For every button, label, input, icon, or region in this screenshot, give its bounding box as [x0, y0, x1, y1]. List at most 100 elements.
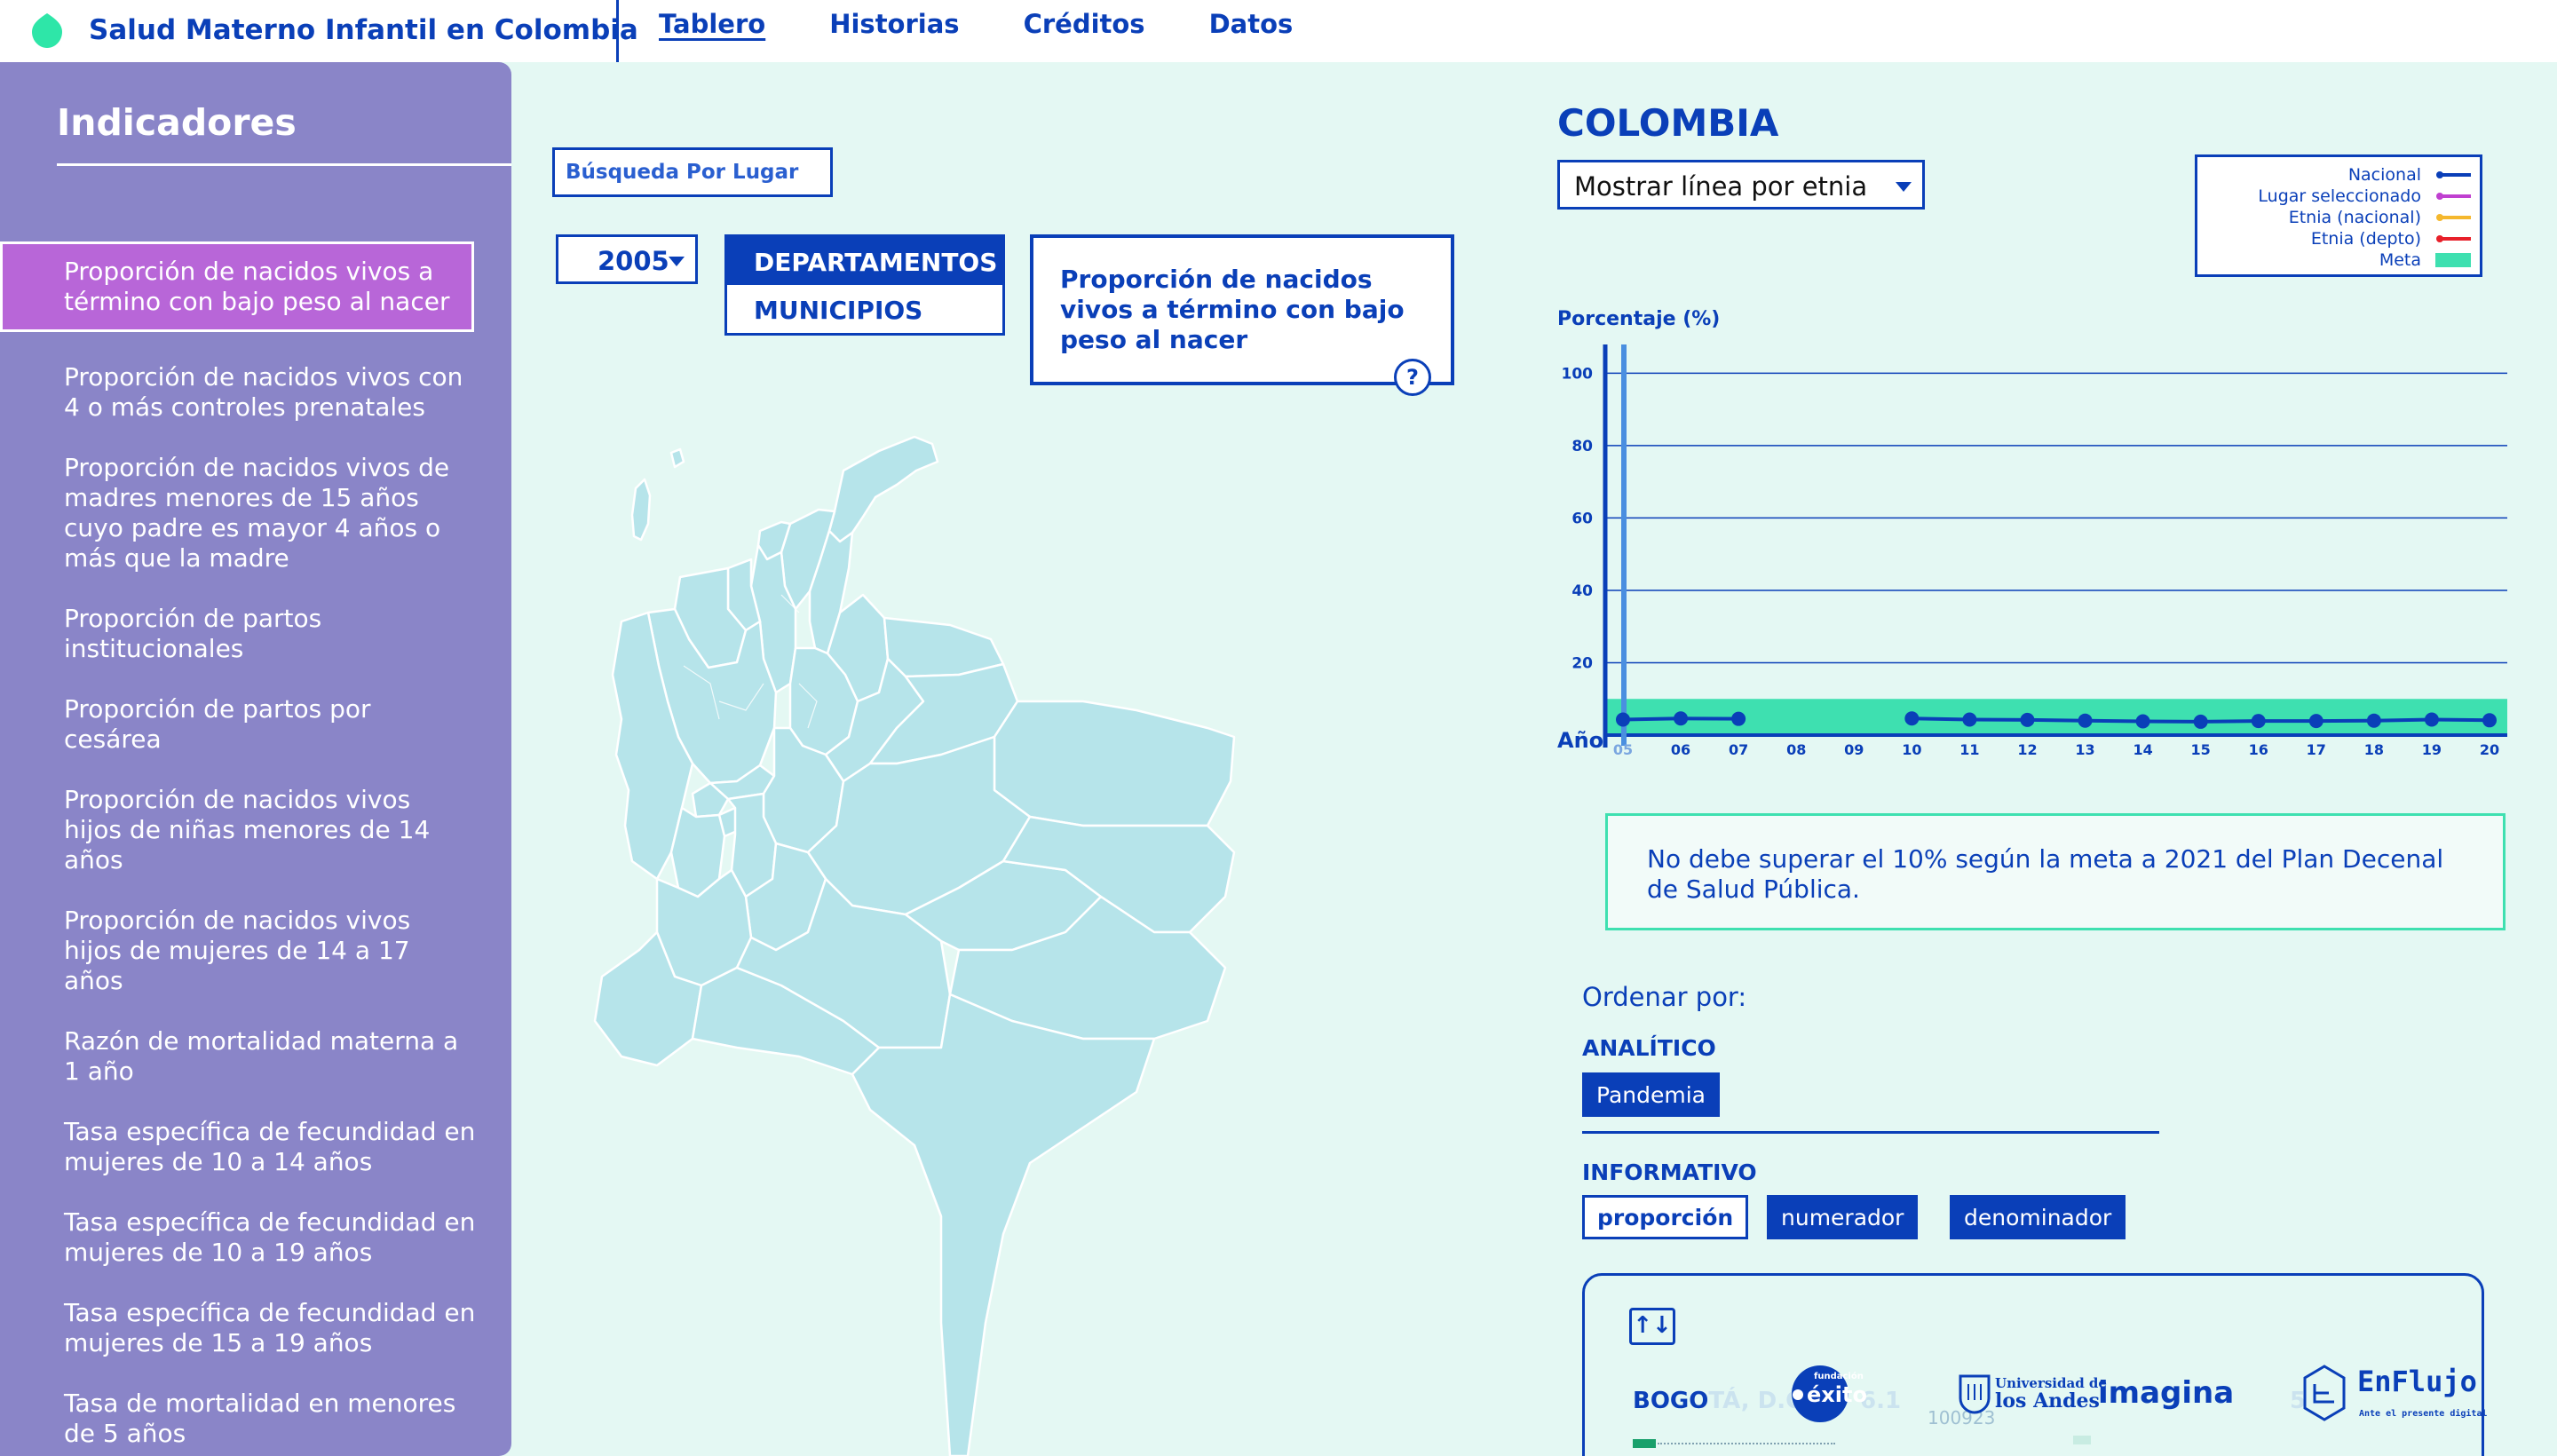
data-point [2135, 714, 2150, 729]
map-caqueta [735, 877, 952, 1049]
map-vichada [993, 700, 1236, 827]
colombia-map[interactable] [586, 435, 1403, 1456]
map-providencia [669, 447, 685, 469]
indicator-item[interactable]: Proporción de nacidos vivos hijos de muj… [64, 906, 411, 995]
data-point [1616, 712, 1630, 727]
uniandes-line1: Universidad de [1995, 1375, 2107, 1391]
x-tick-label: 20 [2480, 741, 2499, 758]
x-tick-label: 17 [2307, 741, 2326, 758]
chevron-down-icon [669, 257, 685, 266]
sort-by-label: Ordenar por: [1582, 982, 1747, 1012]
nav-datos[interactable]: Datos [1208, 9, 1294, 39]
legend-item-etnia-nacional: Etnia (nacional) [2197, 207, 2471, 228]
legend-item-nacional: Nacional [2197, 164, 2471, 186]
enflujo-hex-icon [2303, 1365, 2346, 1421]
section-divider [1582, 1131, 2159, 1134]
data-point [2193, 714, 2208, 729]
y-tick-label: 40 [1571, 582, 1593, 600]
ranking-dotted-line [1658, 1443, 1835, 1444]
nav-tablero[interactable]: Tablero [659, 9, 766, 39]
data-point [1674, 711, 1689, 726]
x-tick-label: 15 [2191, 741, 2211, 758]
chart-legend: Nacional Lugar seleccionado Etnia (nacio… [2195, 154, 2482, 277]
x-tick-label: 16 [2249, 741, 2268, 758]
indicators-sidebar: Indicadores Proporción de nacidos vivos … [0, 62, 511, 1456]
sort-denominador-button[interactable]: denominador [1950, 1195, 2126, 1239]
data-point [1904, 711, 1920, 726]
indicator-item[interactable]: Tasa específica de fecundidad en mujeres… [64, 1117, 476, 1176]
indicator-item[interactable]: Razón de mortalidad materna a 1 año [64, 1026, 459, 1086]
map-amazonas [851, 993, 1156, 1456]
fundacion-exito-logo: fundación éxito [1778, 1365, 1867, 1427]
chevron-down-icon [1896, 182, 1912, 192]
trend-line-chart[interactable]: Porcentaje (%) 20 40 60 80 100 Año 05 06 07 08 09 10… [1545, 302, 2521, 772]
app-logo-icon [32, 13, 62, 48]
x-tick-label: 19 [2422, 741, 2442, 758]
y-tick-label: 60 [1571, 510, 1593, 527]
y-tick-label: 20 [1571, 654, 1593, 672]
selected-indicator-title: Proporción de nacidos vivos a término co… [1060, 265, 1405, 354]
x-tick-label: 06 [1671, 741, 1690, 758]
indicator-item[interactable]: Proporción de nacidos vivos hijos de niñ… [64, 785, 431, 874]
indicator-item[interactable]: Tasa específica de fecundidad en mujeres… [64, 1298, 476, 1357]
goal-note: No debe superar el 10% según la meta a 2… [1605, 813, 2506, 930]
place-search-input[interactable]: Búsqueda Por Lugar [552, 147, 833, 197]
ranking-place-visible: BOGO [1633, 1388, 1709, 1414]
sort-proporcion-button[interactable]: proporción [1582, 1195, 1749, 1239]
sort-order-icon[interactable]: ↑↓ [1629, 1308, 1675, 1345]
data-point [1731, 711, 1746, 726]
app-title: Salud Materno Infantil en Colombia [89, 14, 638, 46]
sort-pandemia-button[interactable]: Pandemia [1582, 1072, 1720, 1117]
legend-item-etnia-depto: Etnia (depto) [2197, 228, 2471, 249]
data-point [2251, 714, 2266, 729]
ethnicity-line-select[interactable]: Mostrar línea por etnia [1557, 160, 1925, 210]
x-tick-label: 05 [1613, 741, 1633, 758]
header-divider [616, 0, 619, 62]
geo-level-toggle: DEPARTAMENTOS MUNICIPIOS [724, 234, 1005, 336]
x-tick-label: 13 [2075, 741, 2094, 758]
sort-numerador-button[interactable]: numerador [1767, 1195, 1919, 1239]
data-point [2078, 713, 2093, 728]
indicator-item[interactable]: Proporción de partos institucionales [64, 604, 322, 663]
indicator-item[interactable]: Tasa de mortalidad en menores de 5 años [64, 1389, 456, 1448]
municipios-button[interactable]: MUNICIPIOS [727, 285, 1002, 333]
ranking-panel: ↑↓ BOGOTÁ, D.C. 6.1 100923 5 fundación é… [1582, 1273, 2488, 1456]
indicator-item[interactable]: Proporción de nacidos vivos de madres me… [64, 453, 450, 573]
legend-item-lugar: Lugar seleccionado [2197, 186, 2471, 207]
legend-swatch-line-icon [2436, 214, 2471, 221]
data-point [2020, 712, 2035, 727]
indicator-item[interactable]: Tasa específica de fecundidad en mujeres… [64, 1207, 476, 1267]
uniandes-line2: los Andes [1995, 1389, 2100, 1412]
map-la-guajira [827, 435, 939, 543]
legend-item-meta: Meta [2197, 249, 2471, 271]
map-choco [611, 611, 694, 881]
data-point [2482, 713, 2497, 728]
y-tick-label: 80 [1571, 438, 1593, 455]
legend-label: Nacional [2347, 165, 2421, 185]
help-icon[interactable]: ? [1394, 359, 1431, 396]
exito-text: éxito [1807, 1382, 1867, 1407]
nav-creditos[interactable]: Créditos [1023, 9, 1145, 39]
indicator-item[interactable]: Proporción de nacidos vivos con 4 o más … [64, 362, 463, 422]
selected-place-title: COLOMBIA [1557, 101, 1779, 145]
y-tick-label: 100 [1562, 365, 1594, 383]
imagina-logo: imagina [2098, 1375, 2235, 1411]
year-select[interactable]: 2005 [556, 234, 698, 284]
ranking-bar [1633, 1439, 1656, 1448]
legend-label: Meta [2379, 250, 2421, 270]
top-header: Salud Materno Infantil en Colombia Table… [0, 0, 2557, 62]
sidebar-title: Indicadores [57, 101, 297, 144]
selected-indicator-card: Proporción de nacidos vivos a término co… [1030, 234, 1454, 396]
map-detail-line [798, 683, 818, 729]
x-tick-label: 14 [2133, 741, 2152, 758]
x-tick-label: 10 [1902, 741, 1921, 758]
nav-historias[interactable]: Historias [829, 9, 960, 39]
ethnicity-select-value: Mostrar línea por etnia [1574, 171, 1868, 202]
legend-label: Etnia (depto) [2310, 229, 2421, 249]
ranking-value: 6.1 [1860, 1388, 1902, 1414]
indicator-item[interactable]: Proporción de partos por cesárea [64, 694, 371, 754]
x-tick-label: 07 [1729, 741, 1748, 758]
indicator-item[interactable]: Proporción de nacidos vivos a término co… [0, 241, 474, 332]
map-detail-line [780, 594, 800, 613]
departamentos-button[interactable]: DEPARTAMENTOS [727, 237, 1002, 285]
